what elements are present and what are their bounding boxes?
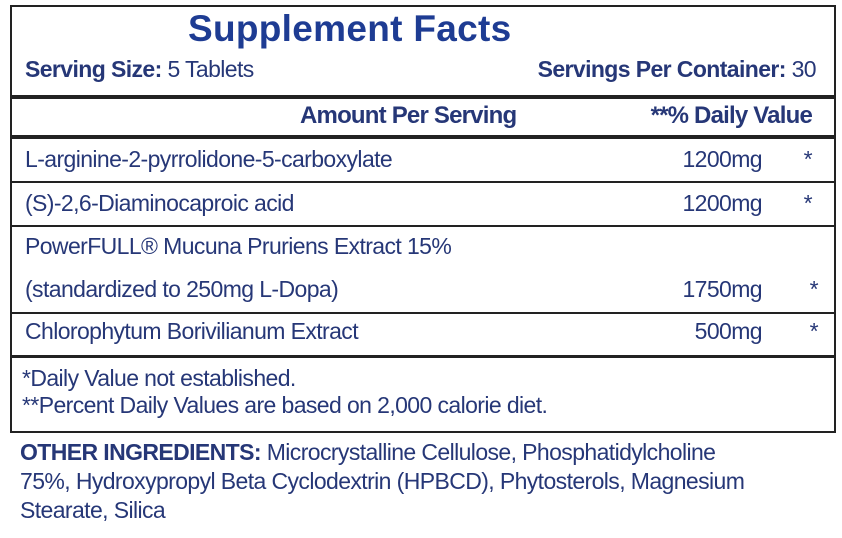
other-ingredients: OTHER INGREDIENTS: Microcrystalline Cell…	[20, 439, 716, 466]
ingredient-name: (S)-2,6-Diaminocaproic acid	[25, 190, 294, 216]
other-ingredients-text: 75%, Hydroxypropyl Beta Cyclodextrin (HP…	[20, 468, 745, 494]
footnote: **Percent Daily Values are based on 2,00…	[22, 392, 548, 418]
servings-label: Servings Per Container:	[537, 56, 787, 82]
ingredient-dv: *	[809, 276, 819, 302]
ingredient-name: L-arginine-2-pyrrolidone-5-carboxylate	[25, 146, 393, 172]
divider	[10, 312, 836, 314]
ingredient-dv: *	[803, 146, 813, 172]
divider	[10, 355, 836, 358]
other-ingredients-label: OTHER INGREDIENTS:	[20, 439, 262, 465]
divider	[10, 135, 836, 139]
ingredient-amount: 1200mg	[682, 190, 762, 216]
other-ingredients-text: Microcrystalline Cellulose, Phosphatidyl…	[266, 439, 716, 465]
ingredient-amount: 1750mg	[682, 276, 762, 302]
divider	[10, 225, 836, 227]
daily-value-header: **% Daily Value	[650, 102, 813, 129]
servings-per-container: Servings Per Container: 30	[537, 56, 817, 83]
ingredient-name: PowerFULL® Mucuna Pruriens Extract 15%	[25, 233, 452, 259]
ingredient-amount: 500mg	[694, 318, 763, 344]
supplement-facts-panel	[10, 5, 836, 433]
amount-per-serving-header: Amount Per Serving	[300, 102, 517, 129]
serving-size: Serving Size: 5 Tablets	[25, 56, 254, 83]
panel-title: Supplement Facts	[188, 8, 512, 49]
divider	[10, 181, 836, 183]
serving-size-value: 5 Tablets	[167, 56, 254, 82]
ingredient-dv: *	[809, 318, 819, 344]
ingredient-name-detail: (standardized to 250mg L-Dopa)	[25, 276, 339, 302]
divider	[10, 95, 836, 99]
other-ingredients-text: Stearate, Silica	[20, 497, 166, 523]
ingredient-name: Chlorophytum Borivilianum Extract	[25, 318, 359, 344]
servings-value: 30	[791, 56, 817, 82]
ingredient-dv: *	[803, 190, 813, 216]
footnote: *Daily Value not established.	[22, 365, 296, 391]
ingredient-amount: 1200mg	[682, 146, 762, 172]
serving-size-label: Serving Size:	[25, 56, 162, 82]
